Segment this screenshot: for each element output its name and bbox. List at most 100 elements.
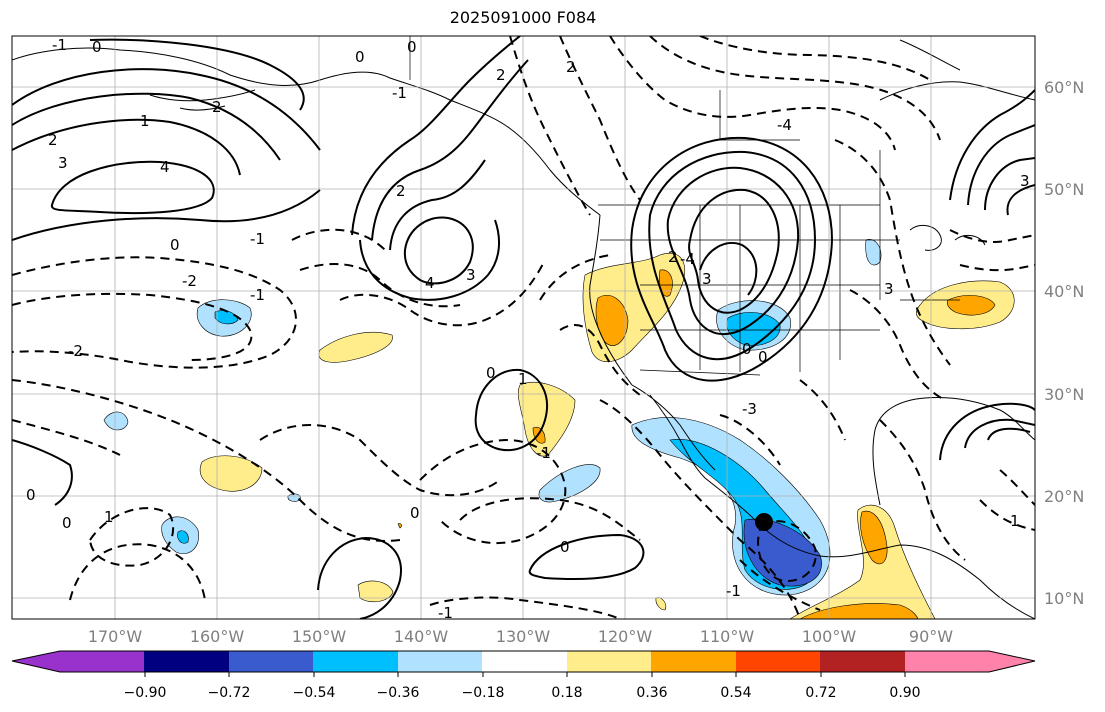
longitude-labels: 170°W 160°W 150°W 140°W 130°W 120°W 110°… xyxy=(88,627,953,646)
contour-label: 2 xyxy=(396,182,406,200)
contour-labels: -1 0 2 3 4 0 -1 2 1 0 2 4 3 2 -4 3 -2 -1… xyxy=(26,36,1030,622)
contour-label: -4 xyxy=(680,250,695,268)
lon-label-120w: 120°W xyxy=(598,627,653,646)
colorbar-tick-label: 0.54 xyxy=(720,685,751,701)
colorbar-tick-label: 0.72 xyxy=(805,685,836,701)
location-marker xyxy=(755,513,773,531)
colorbar-cell xyxy=(482,651,568,672)
coast-hudson xyxy=(879,39,1035,101)
colorbar-cell xyxy=(12,651,60,672)
coast-alaska xyxy=(12,47,601,216)
contour-label: 3 xyxy=(466,266,476,284)
contour-label: 2 xyxy=(566,58,576,76)
contour-label: 0 xyxy=(26,486,36,504)
colorbar-cell xyxy=(398,651,483,672)
contour-label: 1 xyxy=(140,112,150,130)
coast-baja xyxy=(631,384,716,479)
colorbar-cell xyxy=(989,651,1035,672)
contours-positive xyxy=(12,36,1035,619)
contour-label: 3 xyxy=(58,154,68,172)
colorbar-cell xyxy=(567,651,652,672)
contour-label: 0 xyxy=(62,514,72,532)
contour-label: 0 xyxy=(92,38,102,56)
lon-label-160w: 160°W xyxy=(190,627,245,646)
contour-label: 2 xyxy=(48,131,58,149)
colorbar-cell xyxy=(60,651,145,672)
lat-label-30n: 30°N xyxy=(1044,385,1084,404)
colorbar-tick-label: 0.18 xyxy=(551,685,582,701)
contour-label: 0 xyxy=(407,38,417,56)
lat-label-60n: 60°N xyxy=(1044,78,1084,97)
contour-low-left xyxy=(351,36,521,236)
contour-label: -3 xyxy=(742,400,757,418)
contour-label: 0 xyxy=(560,538,570,556)
coastlines xyxy=(12,39,1035,619)
contour-ridge-west xyxy=(666,166,800,336)
contour-label: 0 xyxy=(758,348,768,366)
contour-label: -2 xyxy=(182,272,197,290)
contour-label: -1 xyxy=(52,36,67,54)
colorbar-tick-label: −0.72 xyxy=(208,685,251,701)
map-title: 2025091000 F084 xyxy=(449,8,597,27)
lat-label-10n: 10°N xyxy=(1044,589,1084,608)
colorbar-tick-label: 0.36 xyxy=(636,685,667,701)
contour-label: 4 xyxy=(425,274,435,292)
contour-label: -4 xyxy=(777,116,792,134)
coast-gulf xyxy=(872,397,1035,506)
contour-label: -1 xyxy=(392,84,407,102)
shade-mexico-dark xyxy=(743,518,822,587)
latitude-labels: 60°N 50°N 40°N 30°N 20°N 10°N xyxy=(1044,78,1084,608)
contour-label: 1 xyxy=(104,508,114,526)
contour-label: 4 xyxy=(160,158,170,176)
contour-label: 3 xyxy=(1020,172,1030,190)
coast-westus xyxy=(589,214,633,386)
contours-negative xyxy=(12,36,1035,619)
map-plot-area: -1 0 2 3 4 0 -1 2 1 0 2 4 3 2 -4 3 -2 -1… xyxy=(12,36,1035,622)
contour-label: 2 xyxy=(212,98,222,116)
colorbar-cell xyxy=(144,651,230,672)
lon-label-110w: 110°W xyxy=(700,627,755,646)
shade-california-orange xyxy=(595,294,629,346)
contour-label: -1 xyxy=(438,604,453,622)
colorbar-tick-label: −0.54 xyxy=(293,685,336,701)
contour-label: 0 xyxy=(742,340,752,358)
lat-label-50n: 50°N xyxy=(1044,180,1084,199)
coast-greatlakes xyxy=(909,224,986,251)
lon-label-140w: 140°W xyxy=(394,627,449,646)
colorbar-cell xyxy=(229,651,314,672)
colorbar: −0.90 −0.72 −0.54 −0.36 −0.18 0.18 0.36 … xyxy=(11,650,1036,701)
contour-label: 3 xyxy=(884,280,894,298)
lon-label-90w: 90°W xyxy=(909,627,953,646)
contour-label: -2 xyxy=(68,342,83,360)
contour-label: 3 xyxy=(702,270,712,288)
lon-label-150w: 150°W xyxy=(292,627,347,646)
lon-label-100w: 100°W xyxy=(802,627,857,646)
map-frame xyxy=(11,35,1036,620)
colorbar-cell xyxy=(736,651,821,672)
lon-label-170w: 170°W xyxy=(88,627,143,646)
colorbar-tick-label: 0.90 xyxy=(889,685,920,701)
colorbar-cell xyxy=(313,651,399,672)
colorbar-tick-label: −0.90 xyxy=(124,685,167,701)
contour-label: 0 xyxy=(355,48,365,66)
contour-label: 0 xyxy=(170,236,180,254)
contour-label: 0 xyxy=(410,504,420,522)
contour-label: -1 xyxy=(250,286,265,304)
contour-label: -1 xyxy=(726,582,741,600)
colorbar-cell xyxy=(820,651,906,672)
contour-label: -1 xyxy=(536,444,551,462)
lat-label-40n: 40°N xyxy=(1044,282,1084,301)
contour-east-high xyxy=(949,89,1035,201)
colorbar-cell xyxy=(905,651,990,672)
coast-mexico xyxy=(704,477,1035,619)
coast-aleutians xyxy=(149,89,256,111)
colorbar-tick-label: −0.36 xyxy=(377,685,420,701)
contour-label: 1 xyxy=(1010,512,1020,530)
lat-label-20n: 20°N xyxy=(1044,487,1084,506)
shade-gulf-yellow xyxy=(789,504,936,619)
colorbar-tick-label: −0.18 xyxy=(462,685,505,701)
contour-label: -1 xyxy=(250,230,265,248)
contour-label: 2 xyxy=(496,66,506,84)
lon-label-130w: 130°W xyxy=(496,627,551,646)
